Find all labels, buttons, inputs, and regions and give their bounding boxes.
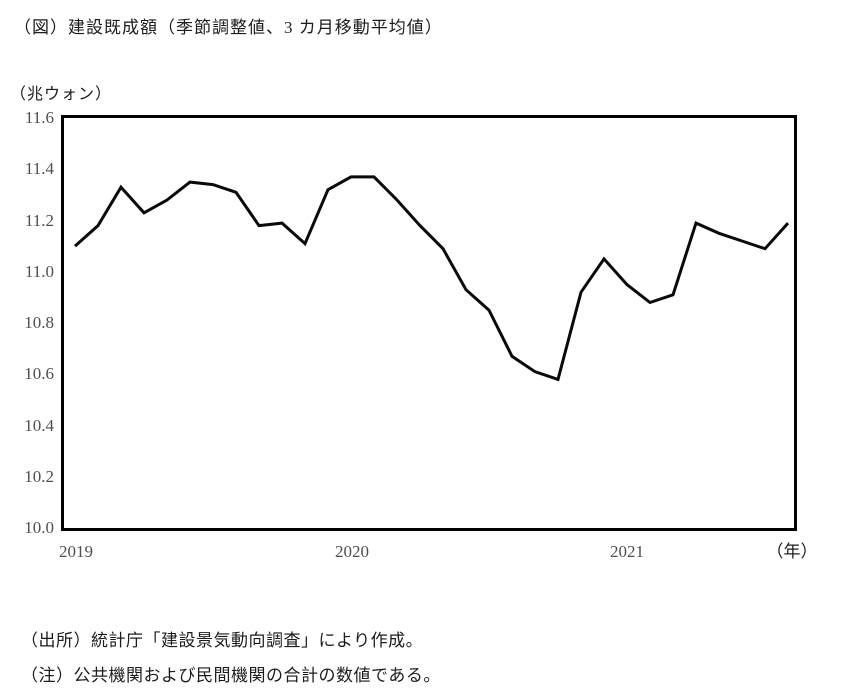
y-tick-label: 10.6	[24, 364, 54, 384]
y-tick-label: 11.4	[24, 159, 54, 179]
y-tick-label: 11.0	[24, 261, 54, 281]
y-tick-label: 10.0	[24, 518, 54, 537]
data-line	[74, 175, 790, 382]
x-tick-label: 2019	[59, 542, 93, 561]
x-tick-label: 2020	[335, 542, 369, 561]
y-tick-label: 10.8	[24, 313, 54, 332]
y-tick-label: 10.2	[24, 466, 54, 486]
chart-title: （図）建設既成額（季節調整値、3 カ月移動平均値）	[14, 18, 443, 37]
x-axis-unit-label: （年）	[766, 542, 818, 561]
y-axis-unit-label: （兆ウォン）	[10, 86, 113, 103]
x-tick-label: 2021	[610, 542, 644, 561]
y-tick-label: 10.4	[24, 415, 54, 435]
y-tick-label: 11.6	[24, 108, 54, 127]
footnote: （注）公共機関および民間機関の合計の数値である。	[21, 666, 441, 685]
line-chart-svg	[74, 175, 790, 382]
y-tick-label: 11.2	[24, 210, 54, 230]
source-note: （出所）統計庁「建設景気動向調査」により作成。	[21, 631, 424, 650]
plot-area	[61, 115, 797, 531]
